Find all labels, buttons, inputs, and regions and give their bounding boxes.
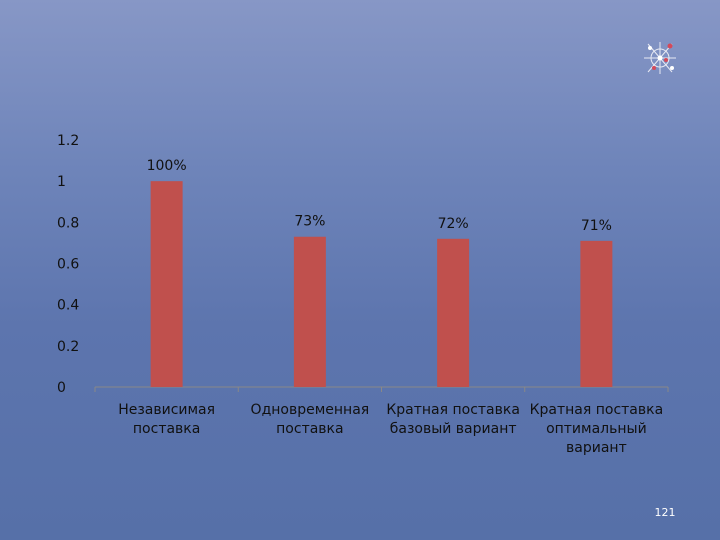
category-label: Одновременная поставка	[251, 402, 370, 437]
y-tick-label: 1	[57, 174, 66, 190]
bars	[150, 181, 613, 387]
data-labels: 100% 73% 72% 71%	[147, 158, 612, 234]
page-number: 121	[654, 506, 676, 519]
bar	[293, 236, 326, 387]
category-label: Кратная поставка оптимальный вариант	[530, 402, 664, 456]
data-label: 72%	[438, 216, 469, 232]
y-tick-label: 0.2	[57, 339, 79, 355]
category-label: Независимая поставка	[118, 402, 215, 437]
y-axis-ticks: 0 0.2 0.4 0.6 0.8 1 1.2	[57, 133, 79, 396]
data-label: 100%	[147, 158, 187, 174]
bar	[437, 238, 470, 387]
category-label: Кратная поставка базовый вариант	[386, 402, 520, 437]
data-label: 73%	[294, 214, 325, 230]
network-logo-icon	[644, 42, 676, 74]
x-axis-tick-marks	[94, 387, 669, 392]
y-tick-label: 0	[57, 380, 66, 396]
bar	[150, 181, 183, 387]
y-tick-label: 0.4	[57, 298, 79, 314]
y-tick-label: 0.8	[57, 215, 79, 231]
y-tick-label: 1.2	[57, 133, 79, 149]
category-labels: Независимая поставка Одновременная поставка…	[118, 402, 663, 456]
data-label: 71%	[581, 218, 612, 234]
y-tick-label: 0.6	[57, 257, 79, 273]
bar	[580, 240, 613, 387]
